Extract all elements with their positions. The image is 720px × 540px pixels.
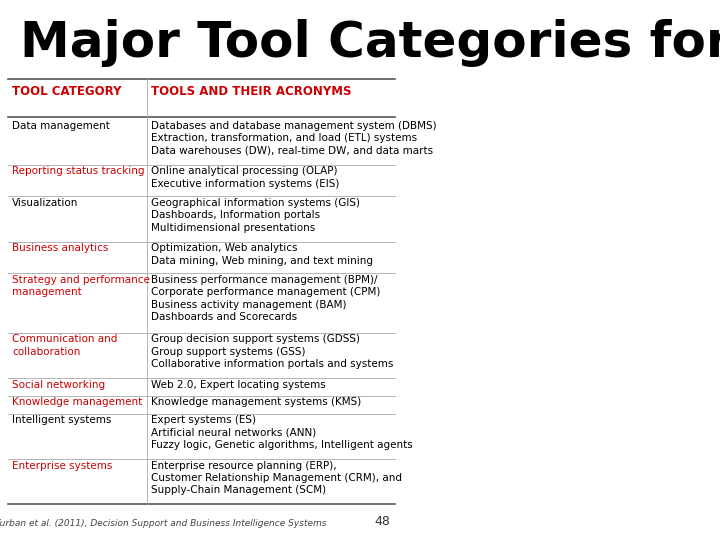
Text: Reporting status tracking: Reporting status tracking — [12, 166, 145, 177]
Text: Databases and database management system (DBMS)
Extraction, transformation, and : Databases and database management system… — [151, 121, 436, 156]
Text: TOOL CATEGORY: TOOL CATEGORY — [12, 85, 122, 98]
Text: Visualization: Visualization — [12, 198, 78, 208]
Text: Geographical information systems (GIS)
Dashboards, Information portals
Multidime: Geographical information systems (GIS) D… — [151, 198, 360, 233]
Text: Enterprise resource planning (ERP),
Customer Relationship Management (CRM), and
: Enterprise resource planning (ERP), Cust… — [151, 461, 402, 495]
Text: Optimization, Web analytics
Data mining, Web mining, and text mining: Optimization, Web analytics Data mining,… — [151, 244, 373, 266]
Text: Enterprise systems: Enterprise systems — [12, 461, 112, 470]
Text: Expert systems (ES)
Artificial neural networks (ANN)
Fuzzy logic, Genetic algori: Expert systems (ES) Artificial neural ne… — [151, 415, 413, 450]
Text: 48: 48 — [374, 515, 390, 528]
Text: Business performance management (BPM)/
Corporate performance management (CPM)
Bu: Business performance management (BPM)/ C… — [151, 275, 380, 322]
Text: Knowledge management systems (KMS): Knowledge management systems (KMS) — [151, 397, 361, 407]
Text: Major Tool Categories for MSS: Major Tool Categories for MSS — [20, 19, 720, 67]
Text: Source:  Turban et al. (2011), Decision Support and Business Intelligence System: Source: Turban et al. (2011), Decision S… — [0, 519, 327, 528]
Text: Strategy and performance
management: Strategy and performance management — [12, 275, 150, 298]
Text: Business analytics: Business analytics — [12, 244, 109, 253]
Text: TOOLS AND THEIR ACRONYMS: TOOLS AND THEIR ACRONYMS — [151, 85, 351, 98]
Text: Online analytical processing (OLAP)
Executive information systems (EIS): Online analytical processing (OLAP) Exec… — [151, 166, 339, 189]
Text: Intelligent systems: Intelligent systems — [12, 415, 112, 425]
Text: Web 2.0, Expert locating systems: Web 2.0, Expert locating systems — [151, 380, 325, 390]
Text: Group decision support systems (GDSS)
Group support systems (GSS)
Collaborative : Group decision support systems (GDSS) Gr… — [151, 334, 393, 369]
Text: Communication and
collaboration: Communication and collaboration — [12, 334, 117, 356]
Text: Data management: Data management — [12, 121, 110, 131]
Text: Knowledge management: Knowledge management — [12, 397, 143, 407]
Text: Social networking: Social networking — [12, 380, 105, 390]
